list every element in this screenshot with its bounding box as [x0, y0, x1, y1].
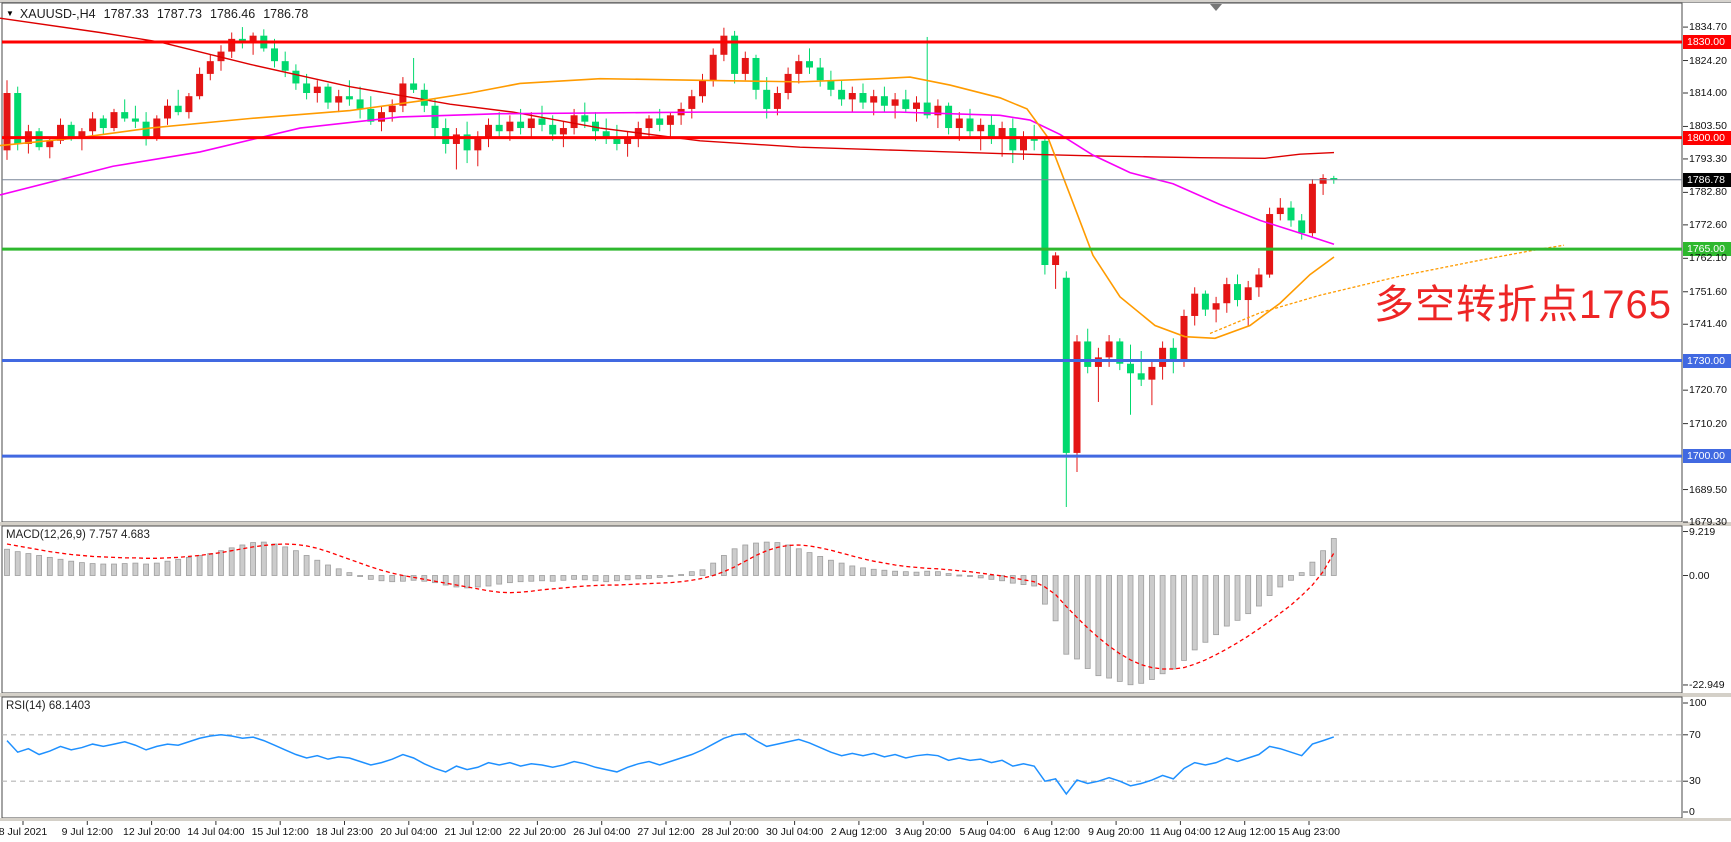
- ohlc-open: 1787.33: [103, 7, 149, 21]
- ohlc-low: 1786.46: [210, 7, 256, 21]
- time-axis-label: 9 Aug 20:00: [1088, 826, 1145, 838]
- chart-header: ▼ XAUUSD-,H4 1787.33 1787.73 1786.46 178…: [6, 7, 308, 21]
- rsi-panel[interactable]: [1, 696, 1683, 819]
- price-tick-label: 1814.00: [1689, 87, 1727, 99]
- time-axis-label: 14 Jul 04:00: [187, 826, 245, 838]
- price-tick-label: 1793.30: [1689, 152, 1727, 165]
- price-tick-label: 1741.40: [1689, 318, 1727, 331]
- collapse-arrow-icon[interactable]: ▼: [6, 8, 14, 18]
- symbol-period-label: XAUUSD-,H4: [19, 7, 96, 21]
- ohlc-high: 1787.73: [156, 7, 203, 21]
- window-top-border: [0, 0, 1731, 2]
- candles-group: [3, 27, 1338, 508]
- price-level-label: 1830.00: [1683, 35, 1731, 50]
- time-axis-label: 28 Jul 20:00: [701, 826, 759, 838]
- price-tick-label: 1679.30: [1689, 516, 1727, 529]
- price-tick-label: 1751.60: [1689, 285, 1727, 298]
- rsi-indicator-label: RSI(14) 68.1403: [6, 700, 91, 712]
- rsi-group: [2, 732, 1682, 796]
- rsi-scale-label: 70: [1689, 728, 1701, 741]
- price-tick-label: 1720.70: [1689, 384, 1727, 397]
- macd-indicator-label: MACD(12,26,9) 7.757 4.683: [6, 529, 150, 541]
- macd-group: [4, 538, 1337, 686]
- price-tick-label: 1824.20: [1689, 54, 1727, 67]
- time-axis-label: 18 Jul 23:00: [315, 826, 374, 838]
- time-axis-label: 15 Aug 23:00: [1278, 826, 1340, 838]
- time-axis-label: 2 Aug 12:00: [830, 826, 887, 838]
- time-axis-label: 6 Aug 12:00: [1023, 826, 1080, 838]
- time-axis-label: 20 Jul 04:00: [380, 826, 438, 838]
- price-tick-label: 1782.80: [1689, 186, 1727, 199]
- panel-separator: [0, 818, 1731, 821]
- macd-scale-label: 0.00: [1689, 569, 1710, 582]
- price-tick-label: 1689.50: [1689, 483, 1727, 496]
- price-tick-label: 1834.70: [1689, 21, 1727, 34]
- rsi-scale-label: 100: [1689, 697, 1707, 709]
- time-axis-label: 26 Jul 04:00: [573, 826, 631, 838]
- time-axis-label: 22 Jul 20:00: [508, 826, 566, 838]
- time-axis-label: 15 Jul 12:00: [251, 826, 309, 838]
- time-axis-label: 12 Aug 12:00: [1213, 826, 1276, 838]
- panel-separator[interactable]: [0, 522, 1731, 526]
- price-tick-label: 1772.60: [1689, 218, 1727, 231]
- time-axis-label: 27 Jul 12:00: [637, 826, 695, 838]
- time-axis-label: 30 Jul 04:00: [765, 826, 824, 838]
- time-axis-label: 8 Jul 2021: [0, 826, 48, 838]
- price-tick-label: 1803.50: [1689, 120, 1727, 133]
- time-axis-label: 11 Aug 04:00: [1149, 826, 1211, 838]
- axis-ticks-group: [22, 26, 1688, 825]
- time-axis-label: 3 Aug 20:00: [895, 826, 952, 838]
- price-level-label: 1786.78: [1683, 172, 1731, 187]
- chart-shift-marker-icon[interactable]: [1210, 4, 1222, 11]
- time-axis-label: 9 Jul 12:00: [61, 826, 113, 838]
- annotation-text[interactable]: 多空转折点1765: [1374, 283, 1672, 327]
- macd-scale-label: 9.219: [1689, 525, 1716, 538]
- time-axis-label: 12 Jul 20:00: [122, 826, 181, 838]
- price-level-label: 1800.00: [1683, 130, 1731, 145]
- price-level-label: 1730.00: [1683, 353, 1731, 368]
- rsi-scale-label: 30: [1689, 775, 1701, 788]
- macd-panel[interactable]: [1, 525, 1683, 694]
- time-axis-label: 21 Jul 12:00: [444, 826, 502, 838]
- price-level-label: 1765.00: [1683, 242, 1731, 257]
- time-axis-label: 5 Aug 04:00: [959, 826, 1016, 838]
- price-tick-label: 1710.20: [1689, 417, 1727, 430]
- macd-scale-label: -22.949: [1689, 678, 1725, 691]
- price-levels-group: [2, 40, 1682, 458]
- price-level-label: 1700.00: [1683, 449, 1731, 464]
- panel-separator[interactable]: [0, 693, 1731, 697]
- ohlc-close: 1786.78: [263, 7, 309, 21]
- price-tick-label: 1762.10: [1689, 252, 1727, 265]
- rsi-scale-label: 0: [1689, 806, 1695, 818]
